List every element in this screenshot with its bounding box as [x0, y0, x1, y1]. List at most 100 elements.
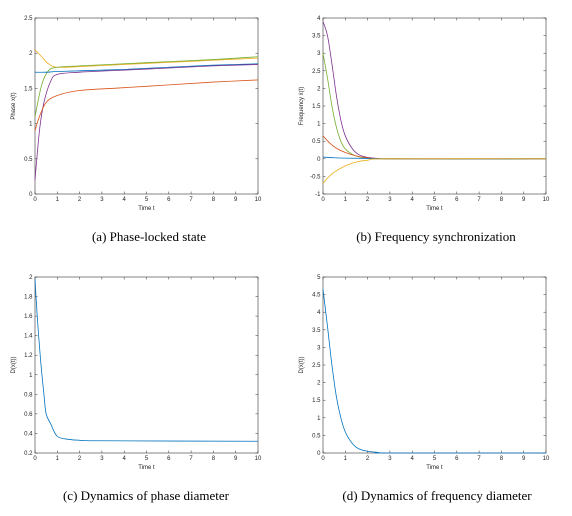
- x-tick-label: 6: [167, 197, 171, 203]
- y-tick-label: 3.5: [312, 328, 321, 334]
- y-tick-label: 1.5: [312, 398, 321, 404]
- x-tick-label: 5: [145, 456, 149, 462]
- x-tick-label: 7: [189, 197, 193, 203]
- series-line: [322, 158, 547, 184]
- caption-d: (d) Dynamics of frequency diameter: [342, 488, 532, 503]
- series-line: [34, 64, 259, 180]
- y-tick-label: 5: [317, 275, 321, 281]
- panel-b: 0 1 2 3 4 5 6 7 8 9 10 -1 -0.5 0 0.5 1 1.5 2 2.5 3 3.5 4 Time …: [286, 0, 572, 258]
- x-tick-label: 8: [500, 197, 504, 203]
- y-tick-label: 4.5: [312, 293, 321, 299]
- caption-b: (b) Frequency synchronization: [356, 229, 516, 244]
- x-tick-label: 6: [455, 197, 459, 203]
- panel-a: 0 1 2 3 4 5 6 7 8 9 10 0 0.5 1 1.5 2 2.5 Time t Phase x(t)…: [0, 0, 286, 258]
- x-tick-label: 0: [33, 197, 37, 203]
- x-tick-label: 9: [234, 197, 238, 203]
- series-line: [322, 53, 547, 160]
- y-axis-label: Phase x(t): [11, 92, 17, 119]
- x-tick-label: 1: [56, 197, 60, 203]
- caption-a: (a) Phase-locked state: [91, 229, 207, 244]
- x-tick-label: 9: [522, 197, 526, 203]
- x-tick-label: 1: [344, 197, 348, 203]
- x-tick-label: 4: [123, 456, 127, 462]
- chart-a: 0 1 2 3 4 5 6 7 8 9 10 0 0.5 1 1.5 2 2.5 Time t Phase x(t): [11, 16, 262, 212]
- y-tick-label: 4: [317, 310, 321, 316]
- y-tick-label: 0: [317, 157, 321, 163]
- plot-frame: [322, 17, 547, 195]
- y-tick-label: -0.5: [310, 174, 321, 180]
- x-tick-label: 3: [388, 197, 392, 203]
- y-tick-label: 1.6: [24, 314, 33, 320]
- y-tick-label: 2: [29, 51, 33, 57]
- x-tick-label: 2: [366, 456, 370, 462]
- x-tick-label: 5: [145, 197, 149, 203]
- y-tick-label: 2: [29, 275, 33, 281]
- y-tick-label: 2.5: [24, 16, 33, 22]
- x-tick-label: 4: [411, 456, 415, 462]
- y-tick-label: 0.6: [24, 412, 33, 418]
- x-tick-label: 5: [433, 197, 437, 203]
- x-tick-label: 6: [167, 456, 171, 462]
- series-line: [34, 63, 259, 73]
- y-tick-label: 0.5: [312, 433, 321, 439]
- y-tick-label: 1.5: [24, 86, 33, 92]
- y-axis-label: D(x(t)): [11, 357, 17, 374]
- x-tick-label: 2: [78, 456, 82, 462]
- x-axis-label: Time t: [138, 206, 155, 212]
- x-tick-label: 0: [321, 456, 325, 462]
- series-line: [34, 79, 259, 131]
- x-tick-label: 4: [411, 197, 415, 203]
- x-tick-label: 7: [477, 456, 481, 462]
- y-tick-label: 0.5: [24, 157, 33, 163]
- x-tick-label: 10: [255, 456, 262, 462]
- y-tick-label: 2: [317, 381, 321, 387]
- y-tick-label: 1.8: [24, 295, 33, 301]
- y-tick-label: 1.4: [24, 334, 33, 340]
- y-tick-label: 4: [317, 16, 321, 22]
- x-tick-label: 3: [100, 456, 104, 462]
- x-tick-label: 9: [234, 456, 238, 462]
- y-tick-label: 3: [317, 345, 321, 351]
- x-tick-label: 10: [543, 456, 550, 462]
- y-tick-label: 1: [317, 416, 321, 422]
- y-tick-label: 0.5: [312, 139, 321, 145]
- x-tick-label: 6: [455, 456, 459, 462]
- chart-b: 0 1 2 3 4 5 6 7 8 9 10 -1 -0.5 0 0.5 1 1.5 2 2.5 3 3.5 4 Time …: [299, 16, 550, 212]
- x-tick-label: 2: [366, 197, 370, 203]
- y-tick-label: 0.2: [24, 451, 33, 457]
- x-tick-label: 4: [123, 197, 127, 203]
- panel-d: 0 1 2 3 4 5 6 7 8 9 10 0 0.5 1 1.5 2 2.5 3 3.5 4 4.5 5 Time t D…: [286, 258, 572, 516]
- x-tick-label: 5: [433, 456, 437, 462]
- x-tick-label: 1: [344, 456, 348, 462]
- x-axis-label: Time t: [426, 206, 443, 212]
- x-axis-label: Time t: [426, 465, 443, 471]
- y-tick-label: 3: [317, 51, 321, 57]
- series-line: [34, 49, 259, 68]
- y-tick-label: 1: [317, 122, 321, 128]
- series-line: [34, 56, 259, 117]
- series-line: [322, 21, 547, 160]
- panel-c: 0 1 2 3 4 5 6 7 8 9 10 0.2 0.4 0.6 0.8 1 1.2 1.4 1.6 1.8 2 Ti…: [0, 258, 286, 516]
- y-tick-label: 1.2: [24, 353, 33, 359]
- y-tick-label: 1: [29, 373, 33, 379]
- x-tick-label: 8: [500, 456, 504, 462]
- series-line: [322, 135, 547, 160]
- series-line: [34, 278, 259, 442]
- x-tick-label: 8: [212, 197, 216, 203]
- y-tick-label: 2.5: [312, 69, 321, 75]
- chart-c: 0 1 2 3 4 5 6 7 8 9 10 0.2 0.4 0.6 0.8 1 1.2 1.4 1.6 1.8 2 Ti…: [11, 275, 262, 471]
- x-tick-label: 3: [388, 456, 392, 462]
- y-tick-label: 0: [317, 451, 321, 457]
- y-tick-label: 3.5: [312, 34, 321, 40]
- y-tick-label: 2.5: [312, 363, 321, 369]
- y-tick-label: -1: [315, 192, 321, 198]
- y-tick-label: 0.8: [24, 392, 33, 398]
- x-tick-label: 1: [56, 456, 60, 462]
- plot-frame: [34, 276, 259, 454]
- x-axis-label: Time t: [138, 465, 155, 471]
- x-tick-label: 7: [477, 197, 481, 203]
- chart-d: 0 1 2 3 4 5 6 7 8 9 10 0 0.5 1 1.5 2 2.5 3 3.5 4 4.5 5 Time t D…: [299, 275, 550, 471]
- series-line: [322, 289, 547, 454]
- x-tick-label: 7: [189, 456, 193, 462]
- plot-frame: [322, 276, 547, 454]
